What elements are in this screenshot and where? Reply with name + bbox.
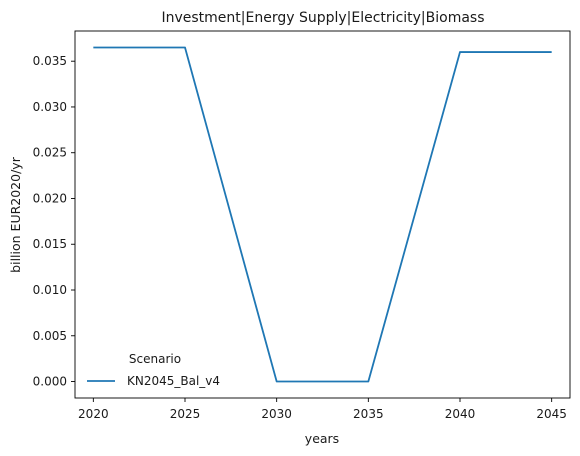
y-tick-label: 0.015 [33,237,67,251]
plot-frame [74,30,571,399]
y-tick-label: 0.025 [33,146,67,160]
x-tick-label: 2025 [170,407,201,421]
legend-entry-label: KN2045_Bal_v4 [127,374,220,388]
y-axis: 0.000 0.005 0.010 0.015 0.020 0.025 0.030 0.035 [33,54,75,389]
y-tick-label: 0.030 [33,100,67,114]
y-tick-label: 0.035 [33,54,67,68]
chart-title: Investment|Energy Supply|Electricity|Bio… [161,10,484,26]
x-axis: 2020 2025 2030 2035 2040 2045 [78,398,567,421]
series-layer [93,46,552,383]
legend-title: Scenario [129,352,181,366]
x-tick-label: 2035 [353,407,384,421]
x-tick-label: 2040 [445,407,476,421]
y-tick-label: 0.000 [33,375,67,389]
y-tick-label: 0.010 [33,283,67,297]
x-tick-label: 2045 [536,407,567,421]
plot-area [74,30,571,399]
series-line-0 [93,46,552,383]
y-tick-label: 0.020 [33,191,67,205]
x-tick-label: 2030 [261,407,292,421]
x-tick-label: 2020 [78,407,109,421]
legend: Scenario KN2045_Bal_v4 [87,352,220,388]
x-axis-label: years [305,431,339,446]
y-axis-label: billion EUR2020/yr [8,156,23,273]
y-tick-label: 0.005 [33,329,67,343]
